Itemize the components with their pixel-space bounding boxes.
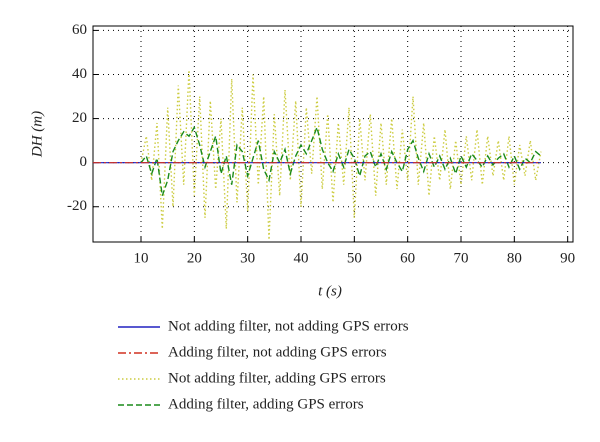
x-tick-label: 10 bbox=[134, 250, 149, 266]
x-tick-label: 40 bbox=[294, 250, 309, 266]
x-tick-label: 90 bbox=[560, 250, 575, 266]
y-tick-label: 20 bbox=[72, 110, 87, 126]
legend-label: Not adding filter, not adding GPS errors bbox=[168, 318, 409, 334]
x-tick-label: 80 bbox=[507, 250, 522, 266]
y-axis-label: DH (m) bbox=[29, 111, 45, 158]
legend-label: Adding filter, not adding GPS errors bbox=[168, 344, 387, 360]
legend-label: Adding filter, adding GPS errors bbox=[168, 396, 364, 412]
x-tick-label: 50 bbox=[347, 250, 362, 266]
plot-frame bbox=[92, 25, 574, 243]
x-tick-label: 20 bbox=[187, 250, 202, 266]
series-line bbox=[140, 125, 542, 196]
x-tick-label: 30 bbox=[240, 250, 255, 266]
y-tick-label: 0 bbox=[80, 154, 88, 170]
x-tick-label: 70 bbox=[454, 250, 469, 266]
x-tick-label: 60 bbox=[400, 250, 415, 266]
legend-label: Not adding filter, adding GPS errors bbox=[168, 370, 386, 386]
x-axis-label: t (s) bbox=[318, 283, 342, 299]
y-tick-label: -20 bbox=[67, 198, 87, 214]
y-tick-label: 60 bbox=[72, 22, 87, 38]
series-line bbox=[140, 70, 542, 240]
y-tick-label: 40 bbox=[72, 66, 87, 82]
